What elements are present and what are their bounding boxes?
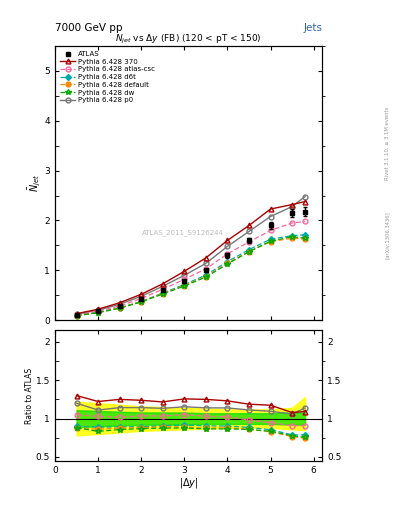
Y-axis label: $\bar{N}_{jet}$: $\bar{N}_{jet}$ (27, 174, 43, 193)
Y-axis label: Ratio to ATLAS: Ratio to ATLAS (26, 368, 35, 423)
X-axis label: $|\Delta y|$: $|\Delta y|$ (179, 476, 198, 490)
Text: [arXiv:1306.3436]: [arXiv:1306.3436] (385, 211, 389, 260)
Legend: ATLAS, Pythia 6.428 370, Pythia 6.428 atlas-csc, Pythia 6.428 d6t, Pythia 6.428 : ATLAS, Pythia 6.428 370, Pythia 6.428 at… (59, 50, 156, 105)
Text: Rivet 3.1.10, ≥ 3.1M events: Rivet 3.1.10, ≥ 3.1M events (385, 106, 389, 180)
Title: $N_{jet}$ vs $\Delta y$ (FB) (120 < pT < 150): $N_{jet}$ vs $\Delta y$ (FB) (120 < pT <… (115, 33, 262, 46)
Text: ATLAS_2011_S9126244: ATLAS_2011_S9126244 (142, 229, 224, 236)
Text: Jets: Jets (303, 23, 322, 33)
Text: 7000 GeV pp: 7000 GeV pp (55, 23, 123, 33)
